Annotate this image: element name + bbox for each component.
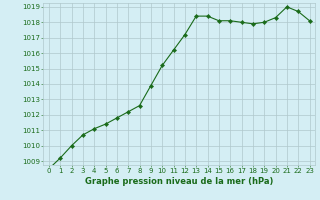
X-axis label: Graphe pression niveau de la mer (hPa): Graphe pression niveau de la mer (hPa) (85, 177, 273, 186)
